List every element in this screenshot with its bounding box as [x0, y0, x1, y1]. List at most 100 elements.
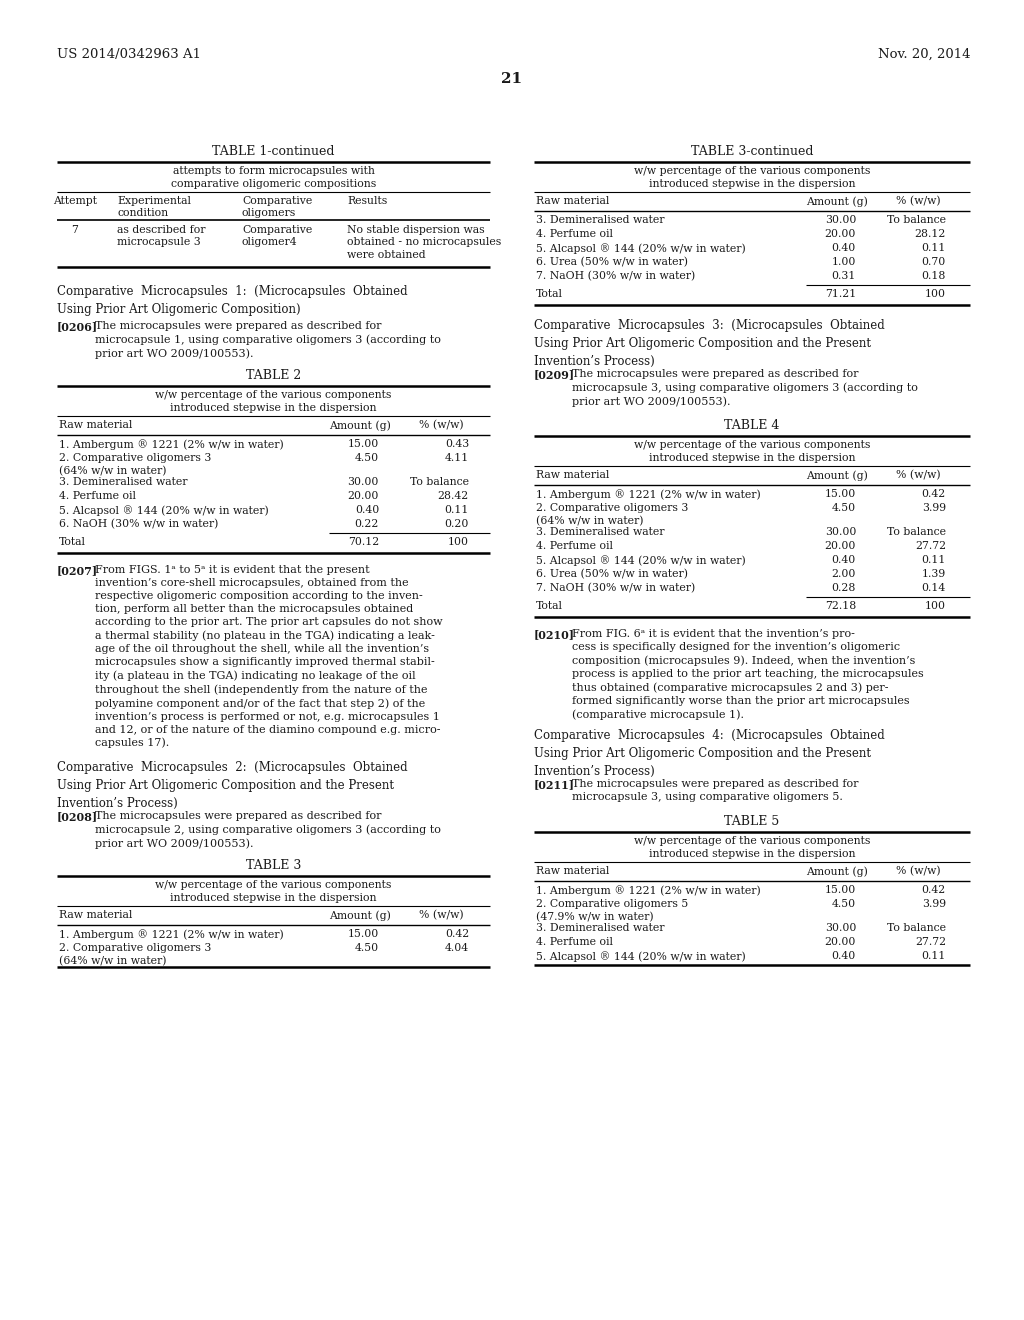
- Text: 0.22: 0.22: [354, 519, 379, 529]
- Text: 7: 7: [72, 224, 79, 235]
- Text: To balance: To balance: [410, 477, 469, 487]
- Text: Amount (g): Amount (g): [806, 866, 868, 876]
- Text: Raw material: Raw material: [59, 909, 132, 920]
- Text: 100: 100: [925, 289, 946, 300]
- Text: 20.00: 20.00: [824, 541, 856, 550]
- Text: 70.12: 70.12: [348, 537, 379, 546]
- Text: 1. Ambergum ® 1221 (2% w/w in water): 1. Ambergum ® 1221 (2% w/w in water): [536, 488, 761, 500]
- Text: w/w percentage of the various components
introduced stepwise in the dispersion: w/w percentage of the various components…: [156, 389, 392, 413]
- Text: TABLE 4: TABLE 4: [724, 418, 779, 432]
- Text: Comparative  Microcapsules  3:  (Microcapsules  Obtained
Using Prior Art Oligome: Comparative Microcapsules 3: (Microcapsu…: [534, 319, 885, 368]
- Text: [0210]: [0210]: [534, 630, 575, 640]
- Text: 15.00: 15.00: [824, 884, 856, 895]
- Text: The microcapsules were prepared as described for
microcapsule 3, using comparati: The microcapsules were prepared as descr…: [572, 779, 858, 803]
- Text: 100: 100: [925, 601, 946, 611]
- Text: Amount (g): Amount (g): [806, 195, 868, 206]
- Text: 28.42: 28.42: [437, 491, 469, 502]
- Text: Comparative  Microcapsules  4:  (Microcapsules  Obtained
Using Prior Art Oligome: Comparative Microcapsules 4: (Microcapsu…: [534, 729, 885, 777]
- Text: The microcapsules were prepared as described for
microcapsule 1, using comparati: The microcapsules were prepared as descr…: [95, 321, 441, 359]
- Text: Total: Total: [536, 289, 563, 300]
- Text: 4.50: 4.50: [831, 899, 856, 909]
- Text: 1. Ambergum ® 1221 (2% w/w in water): 1. Ambergum ® 1221 (2% w/w in water): [536, 884, 761, 896]
- Text: 0.11: 0.11: [444, 506, 469, 515]
- Text: Results: Results: [347, 195, 387, 206]
- Text: % (w/w): % (w/w): [419, 909, 464, 920]
- Text: No stable dispersion was
obtained - no microcapsules
were obtained: No stable dispersion was obtained - no m…: [347, 224, 502, 260]
- Text: 4.50: 4.50: [831, 503, 856, 513]
- Text: 1.00: 1.00: [831, 257, 856, 267]
- Text: 0.11: 0.11: [922, 950, 946, 961]
- Text: 0.40: 0.40: [354, 506, 379, 515]
- Text: Amount (g): Amount (g): [806, 470, 868, 480]
- Text: US 2014/0342963 A1: US 2014/0342963 A1: [57, 48, 201, 61]
- Text: 1.39: 1.39: [922, 569, 946, 579]
- Text: Total: Total: [59, 537, 86, 546]
- Text: 0.40: 0.40: [831, 554, 856, 565]
- Text: 6. Urea (50% w/w in water): 6. Urea (50% w/w in water): [536, 569, 688, 579]
- Text: % (w/w): % (w/w): [896, 866, 941, 876]
- Text: 4. Perfume oil: 4. Perfume oil: [536, 937, 613, 946]
- Text: 20.00: 20.00: [824, 937, 856, 946]
- Text: 27.72: 27.72: [914, 937, 946, 946]
- Text: w/w percentage of the various components
introduced stepwise in the dispersion: w/w percentage of the various components…: [156, 880, 392, 903]
- Text: Raw material: Raw material: [536, 470, 609, 480]
- Text: TABLE 3: TABLE 3: [246, 859, 301, 873]
- Text: Raw material: Raw material: [536, 866, 609, 876]
- Text: 3. Demineralised water: 3. Demineralised water: [536, 923, 665, 933]
- Text: w/w percentage of the various components
introduced stepwise in the dispersion: w/w percentage of the various components…: [634, 440, 870, 463]
- Text: 6. NaOH (30% w/w in water): 6. NaOH (30% w/w in water): [59, 519, 218, 529]
- Text: 5. Alcapsol ® 144 (20% w/w in water): 5. Alcapsol ® 144 (20% w/w in water): [536, 243, 745, 253]
- Text: TABLE 2: TABLE 2: [246, 370, 301, 381]
- Text: The microcapsules were prepared as described for
microcapsule 3, using comparati: The microcapsules were prepared as descr…: [572, 370, 918, 407]
- Text: [0209]: [0209]: [534, 370, 575, 380]
- Text: Comparative  Microcapsules  2:  (Microcapsules  Obtained
Using Prior Art Oligome: Comparative Microcapsules 2: (Microcapsu…: [57, 762, 408, 810]
- Text: Raw material: Raw material: [536, 195, 609, 206]
- Text: 0.42: 0.42: [922, 884, 946, 895]
- Text: w/w percentage of the various components
introduced stepwise in the dispersion: w/w percentage of the various components…: [634, 836, 870, 859]
- Text: 3. Demineralised water: 3. Demineralised water: [536, 215, 665, 224]
- Text: 0.11: 0.11: [922, 554, 946, 565]
- Text: 4. Perfume oil: 4. Perfume oil: [536, 541, 613, 550]
- Text: Experimental
condition: Experimental condition: [117, 195, 191, 218]
- Text: 21: 21: [502, 73, 522, 86]
- Text: 2.00: 2.00: [831, 569, 856, 579]
- Text: Amount (g): Amount (g): [329, 909, 391, 920]
- Text: 0.28: 0.28: [831, 583, 856, 593]
- Text: To balance: To balance: [887, 923, 946, 933]
- Text: 20.00: 20.00: [824, 228, 856, 239]
- Text: 3. Demineralised water: 3. Demineralised water: [59, 477, 187, 487]
- Text: 3. Demineralised water: 3. Demineralised water: [536, 527, 665, 537]
- Text: 0.42: 0.42: [444, 929, 469, 939]
- Text: From FIGS. 1ᵃ to 5ᵃ it is evident that the present
invention’s core-shell microc: From FIGS. 1ᵃ to 5ᵃ it is evident that t…: [95, 565, 442, 748]
- Text: 4. Perfume oil: 4. Perfume oil: [536, 228, 613, 239]
- Text: Nov. 20, 2014: Nov. 20, 2014: [878, 48, 970, 61]
- Text: Raw material: Raw material: [59, 420, 132, 430]
- Text: [0211]: [0211]: [534, 779, 575, 789]
- Text: 30.00: 30.00: [824, 215, 856, 224]
- Text: 15.00: 15.00: [348, 440, 379, 449]
- Text: 20.00: 20.00: [347, 491, 379, 502]
- Text: Comparative  Microcapsules  1:  (Microcapsules  Obtained
Using Prior Art Oligome: Comparative Microcapsules 1: (Microcapsu…: [57, 285, 408, 315]
- Text: TABLE 1-continued: TABLE 1-continued: [212, 145, 335, 158]
- Text: Attempt: Attempt: [53, 195, 97, 206]
- Text: 5. Alcapsol ® 144 (20% w/w in water): 5. Alcapsol ® 144 (20% w/w in water): [536, 950, 745, 962]
- Text: TABLE 5: TABLE 5: [724, 814, 779, 828]
- Text: 28.12: 28.12: [914, 228, 946, 239]
- Text: Total: Total: [536, 601, 563, 611]
- Text: 5. Alcapsol ® 144 (20% w/w in water): 5. Alcapsol ® 144 (20% w/w in water): [59, 506, 268, 516]
- Text: % (w/w): % (w/w): [419, 420, 464, 430]
- Text: 1. Ambergum ® 1221 (2% w/w in water): 1. Ambergum ® 1221 (2% w/w in water): [59, 929, 284, 940]
- Text: 2. Comparative oligomers 5
(47.9% w/w in water): 2. Comparative oligomers 5 (47.9% w/w in…: [536, 899, 688, 921]
- Text: [0207]: [0207]: [57, 565, 98, 576]
- Text: % (w/w): % (w/w): [896, 195, 941, 206]
- Text: 1. Ambergum ® 1221 (2% w/w in water): 1. Ambergum ® 1221 (2% w/w in water): [59, 440, 284, 450]
- Text: 30.00: 30.00: [347, 477, 379, 487]
- Text: Comparative
oligomer4: Comparative oligomer4: [242, 224, 312, 247]
- Text: 0.40: 0.40: [831, 950, 856, 961]
- Text: 4.11: 4.11: [444, 453, 469, 463]
- Text: [0208]: [0208]: [57, 810, 98, 822]
- Text: 0.42: 0.42: [922, 488, 946, 499]
- Text: 0.18: 0.18: [922, 271, 946, 281]
- Text: 0.20: 0.20: [444, 519, 469, 529]
- Text: 4. Perfume oil: 4. Perfume oil: [59, 491, 136, 502]
